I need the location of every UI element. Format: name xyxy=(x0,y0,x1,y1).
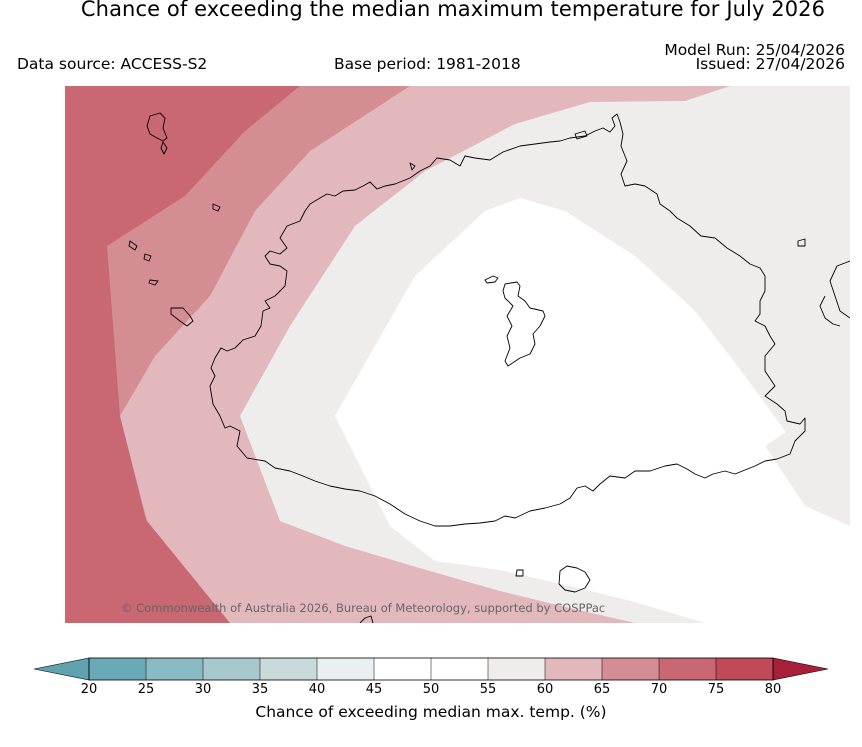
island-east-b xyxy=(829,260,850,319)
island-north-b xyxy=(409,162,416,171)
colorbar-tick-label: 20 xyxy=(80,682,98,697)
colorbar-bin-75-80 xyxy=(716,658,774,680)
colorbar-tick-label: 40 xyxy=(308,682,326,697)
colorbar-bin-65-70 xyxy=(602,658,660,680)
small-islet-a xyxy=(484,275,499,284)
island-south-a xyxy=(515,569,524,577)
colorbar-frame xyxy=(88,657,774,681)
colorbar-over-triangle xyxy=(772,657,829,681)
island-west-g xyxy=(170,307,194,327)
colorbar-tick-label: 70 xyxy=(650,682,668,697)
forecast-map[interactable] xyxy=(65,86,850,623)
colorbar-bin-50-55 xyxy=(431,658,489,680)
island-north-a xyxy=(574,130,588,140)
base-period-label: Base period: 1981-2018 xyxy=(334,55,521,73)
island-west-e xyxy=(143,253,152,262)
colorbar-bin-35-40 xyxy=(260,658,318,680)
colorbar-tick-label: 75 xyxy=(707,682,725,697)
map-title: Chance of exceeding the median maximum t… xyxy=(80,0,826,21)
colorbar-bin-40-45 xyxy=(317,658,375,680)
colorbar-tick-label: 35 xyxy=(251,682,269,697)
island-west-a xyxy=(146,112,168,142)
colorbar-tick-label: 45 xyxy=(365,682,383,697)
colorbar-tick-label: 25 xyxy=(137,682,155,697)
colorbar-tick-label: 30 xyxy=(194,682,212,697)
colorbar-bin-60-65 xyxy=(545,658,603,680)
colorbar xyxy=(33,657,829,681)
inner-island xyxy=(502,281,546,367)
band-below-55 xyxy=(335,198,850,623)
colorbar-bin-45-50 xyxy=(374,658,432,680)
colorbar-bin-20-25 xyxy=(89,658,147,680)
island-east-a xyxy=(797,238,806,247)
band-55-60-east xyxy=(765,416,850,526)
island-south-c xyxy=(359,615,374,623)
colorbar-under-triangle xyxy=(33,657,90,681)
island-west-f xyxy=(148,279,159,286)
mainland-coastline xyxy=(209,113,806,527)
copyright-credit: © Commonwealth of Australia 2026, Bureau… xyxy=(121,601,606,615)
colorbar-tick-label: 65 xyxy=(593,682,611,697)
coastlines xyxy=(128,112,850,623)
island-west-c xyxy=(212,203,221,212)
colorbar-bin-70-75 xyxy=(659,658,717,680)
colorbar-tick-label: 80 xyxy=(764,682,782,697)
colorbar-bin-30-35 xyxy=(203,658,261,680)
colorbar-tick-label: 50 xyxy=(422,682,440,697)
colorbar-bin-55-60 xyxy=(488,658,546,680)
island-west-d xyxy=(128,240,138,251)
issued-label: Issued: 27/04/2026 xyxy=(695,55,845,73)
model-run-label: Model Run: 25/04/2026 xyxy=(664,41,845,59)
island-west-b xyxy=(160,141,168,155)
colorbar-tick-label: 60 xyxy=(536,682,554,697)
island-east-c xyxy=(819,295,841,327)
colorbar-label: Chance of exceeding median max. temp. (%… xyxy=(255,703,607,721)
data-source-label: Data source: ACCESS-S2 xyxy=(17,55,208,73)
colorbar-bin-25-30 xyxy=(146,658,204,680)
island-south-b xyxy=(558,565,591,593)
colorbar-tick-label: 55 xyxy=(479,682,497,697)
